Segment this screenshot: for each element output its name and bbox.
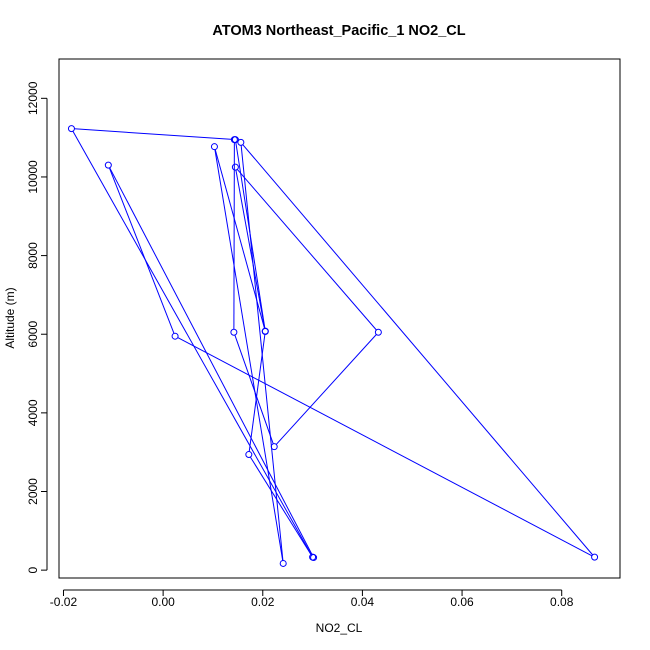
y-tick-label: 12000	[26, 81, 40, 115]
series-layer	[67, 125, 599, 567]
series-segment	[235, 169, 266, 329]
data-point	[104, 161, 112, 169]
series-segment	[214, 149, 265, 329]
data-point	[309, 553, 317, 561]
series-segment	[74, 128, 233, 140]
x-tick-label: 0.02	[251, 595, 275, 609]
y-axis-label: Altitude (m)	[3, 287, 17, 348]
series-segment	[214, 149, 284, 561]
series-segment	[275, 334, 377, 445]
series-segment	[108, 167, 175, 334]
data-point	[171, 332, 179, 340]
series-segment	[249, 456, 312, 555]
data-point	[210, 143, 218, 151]
x-tick-label: 0.08	[550, 595, 574, 609]
y-tick-label: 2000	[26, 478, 40, 505]
x-axis-label: NO2_CL	[316, 621, 363, 635]
series-segment	[177, 337, 593, 557]
y-axis: 0 2000 4000 6000 8000 10000 12000	[26, 81, 48, 573]
series-segment	[248, 334, 266, 452]
x-tick-label: -0.02	[50, 595, 78, 609]
data-point	[270, 443, 278, 451]
series-segment	[236, 169, 377, 331]
data-point	[237, 138, 245, 146]
data-point	[245, 451, 253, 459]
data-point	[279, 559, 287, 567]
series-segment	[109, 167, 313, 556]
x-tick-label: 0.00	[151, 595, 175, 609]
y-tick-label: 0	[26, 566, 40, 573]
data-point	[230, 328, 238, 336]
data-point	[231, 163, 239, 171]
plot-frame	[58, 58, 621, 579]
series-segment	[242, 144, 594, 556]
y-tick-label: 8000	[26, 242, 40, 269]
data-point	[261, 327, 269, 335]
x-tick-label: 0.04	[351, 595, 375, 609]
x-axis: -0.02 0.00 0.02 0.04 0.06 0.08	[50, 589, 574, 609]
data-point	[230, 136, 238, 144]
data-point	[67, 125, 75, 133]
series-segment	[234, 334, 274, 445]
data-point	[374, 328, 382, 336]
y-tick-label: 10000	[26, 160, 40, 194]
data-point	[591, 553, 599, 561]
series-segment	[72, 130, 312, 555]
chart-title: ATOM3 Northeast_Pacific_1 NO2_CL	[212, 23, 465, 39]
y-tick-label: 4000	[26, 399, 40, 426]
x-tick-label: 0.06	[450, 595, 474, 609]
y-tick-label: 6000	[26, 321, 40, 348]
